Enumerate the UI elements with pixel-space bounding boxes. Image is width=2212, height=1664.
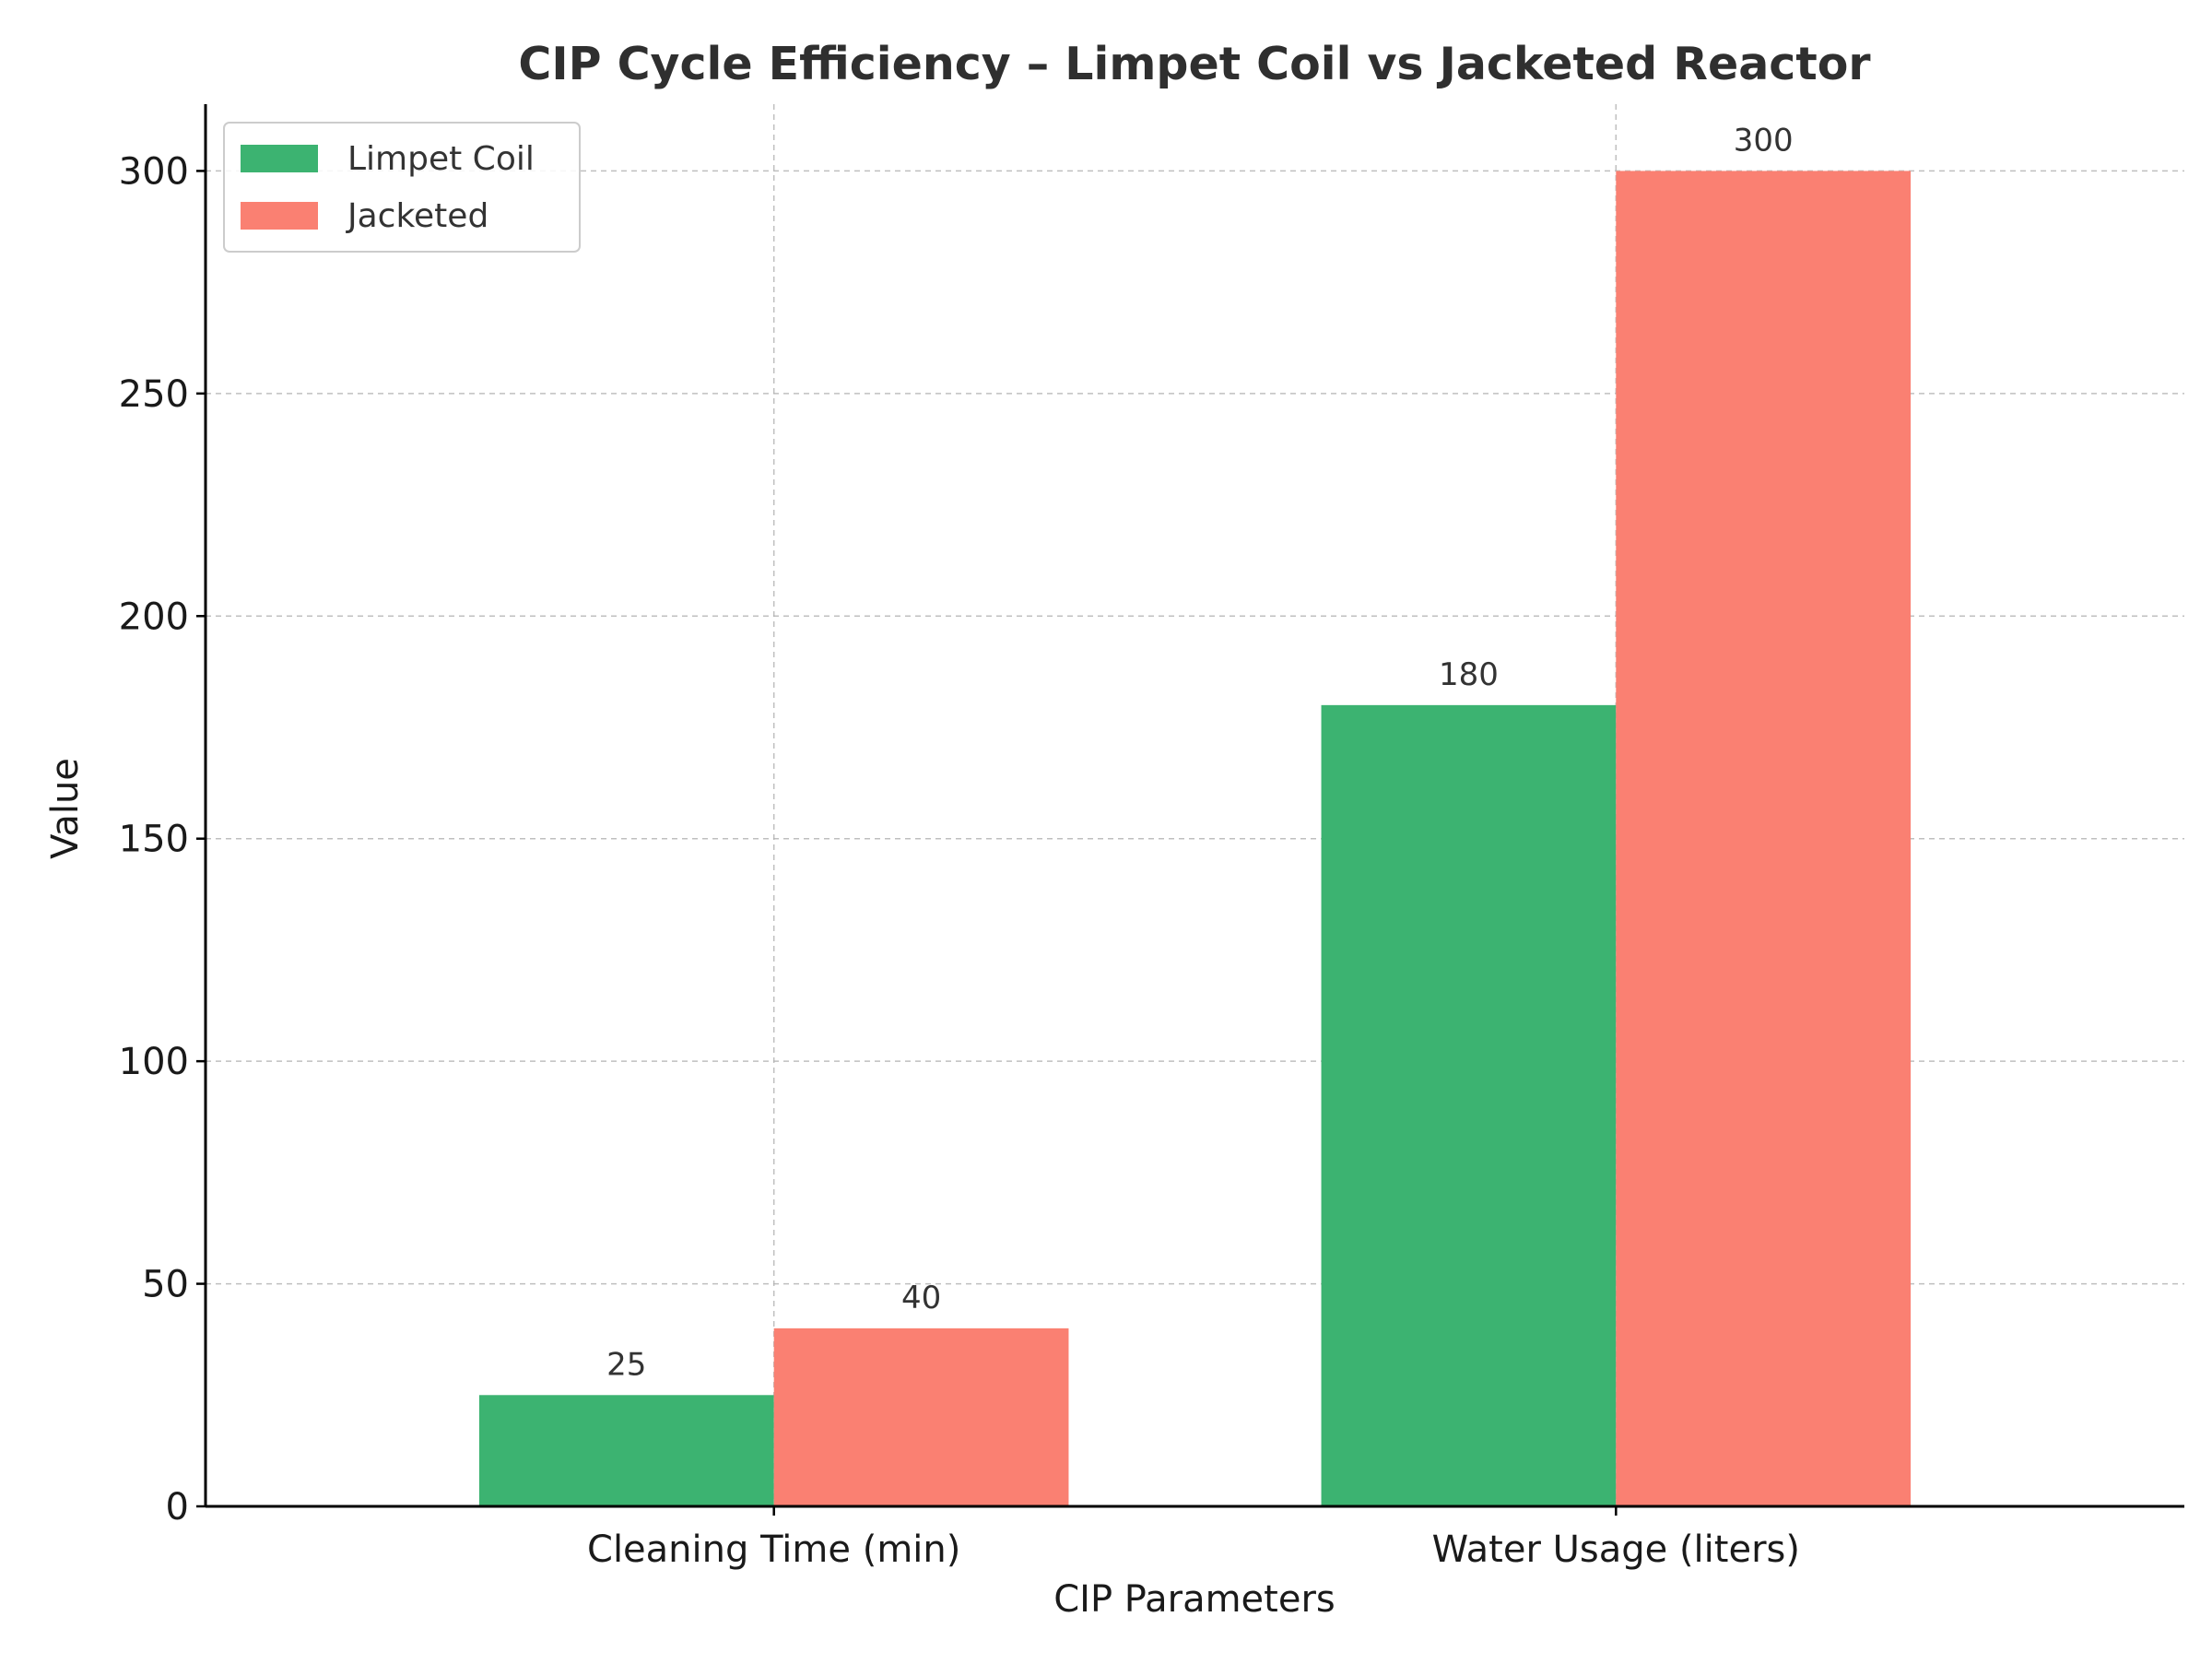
y-tick-label-250: 250	[119, 373, 189, 416]
bar-jacketed-water-usage-liters	[1616, 171, 1912, 1506]
legend-label-jacketed: Jacketed	[346, 197, 488, 235]
data-labels: 25 180 40 300	[606, 122, 1793, 1383]
y-tick-label-100: 100	[119, 1041, 189, 1083]
legend-label-limpet-coil: Limpet Coil	[347, 140, 535, 178]
legend-swatch-limpet-coil	[241, 145, 318, 172]
bar-limpet-coil-water-usage-liters	[1321, 704, 1617, 1506]
legend: Limpet Coil Jacketed	[223, 122, 581, 253]
y-tick-label-50: 50	[142, 1264, 189, 1306]
y-tick-label-300: 300	[119, 150, 189, 193]
data-label-limpet-coil-water-usage-liters: 180	[1439, 656, 1499, 693]
x-tick-label-water-usage-liters: Water Usage (liters)	[1432, 1528, 1800, 1571]
bars	[478, 171, 1912, 1506]
x-axis-label: CIP Parameters	[1053, 1578, 1335, 1621]
chart-title: CIP Cycle Efficiency – Limpet Coil vs Ja…	[518, 38, 1871, 90]
ticks: 0 50 100 150 200 250 300 Cleaning Time (min) Wat…	[119, 150, 1800, 1571]
axes	[204, 104, 2184, 1508]
x-tick-label-cleaning-time-min: Cleaning Time (min)	[587, 1528, 960, 1571]
y-tick-label-0: 0	[166, 1486, 189, 1528]
data-label-limpet-coil-cleaning-time-min: 25	[606, 1346, 646, 1383]
legend-swatch-jacketed	[241, 202, 318, 230]
bar-jacketed-cleaning-time-min	[773, 1328, 1069, 1506]
data-label-jacketed-water-usage-liters: 300	[1734, 122, 1794, 159]
y-axis-label: Value	[44, 758, 87, 859]
bar-limpet-coil-cleaning-time-min	[478, 1395, 774, 1506]
y-tick-label-150: 150	[119, 819, 189, 861]
y-tick-label-200: 200	[119, 596, 189, 638]
data-label-jacketed-cleaning-time-min: 40	[901, 1280, 941, 1316]
